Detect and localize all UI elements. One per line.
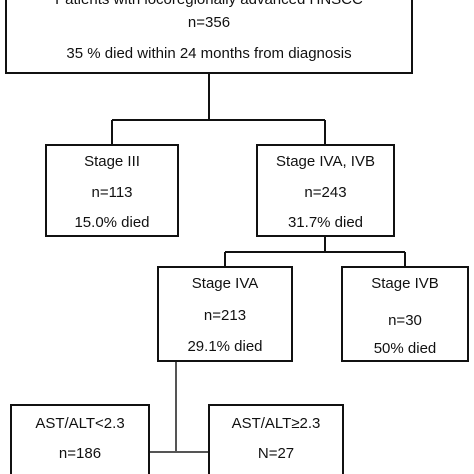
stage-iva-ivb-count: n=243	[304, 184, 347, 201]
ast-alt-low-label: AST/ALT<2.3	[35, 415, 125, 432]
stage-iii-count: n=113	[91, 184, 133, 201]
ast-alt-high-count: N=27	[257, 445, 295, 462]
stage-iva-ivb-box: Stage IVA, IVB n=243 31.7% died	[256, 144, 395, 237]
stage-iva-count: n=213	[203, 307, 247, 324]
stage-iva-ivb-outcome: 31.7% died	[287, 214, 364, 231]
ast-alt-high-box: AST/ALT≥2.3 N=27	[208, 404, 344, 474]
root-box: Patients with locoregionally advanced HN…	[5, 0, 413, 74]
stage-iva-box: Stage IVA n=213 29.1% died	[157, 266, 293, 362]
stage-iva-label: Stage IVA	[191, 275, 259, 292]
stage-iii-box: Stage III n=113 15.0% died	[45, 144, 179, 237]
root-title: Patients with locoregionally advanced HN…	[7, 0, 411, 9]
stage-iva-outcome: 29.1% died	[187, 338, 263, 355]
stage-ivb-box: Stage IVB n=30 50% died	[341, 266, 469, 362]
stage-iii-outcome: 15.0% died	[74, 214, 150, 231]
root-outcome: 35 % died within 24 months from diagnosi…	[66, 45, 352, 62]
stage-iii-label: Stage III	[84, 153, 140, 170]
stage-iva-ivb-label: Stage IVA, IVB	[276, 153, 375, 170]
stage-ivb-count: n=30	[388, 312, 422, 329]
ast-alt-high-label: AST/ALT≥2.3	[231, 415, 321, 432]
stage-ivb-label: Stage IVB	[371, 275, 439, 292]
stage-ivb-outcome: 50% died	[373, 340, 437, 357]
root-count: n=356	[187, 14, 231, 31]
ast-alt-low-count: n=186	[58, 445, 102, 462]
ast-alt-low-box: AST/ALT<2.3 n=186	[10, 404, 150, 474]
